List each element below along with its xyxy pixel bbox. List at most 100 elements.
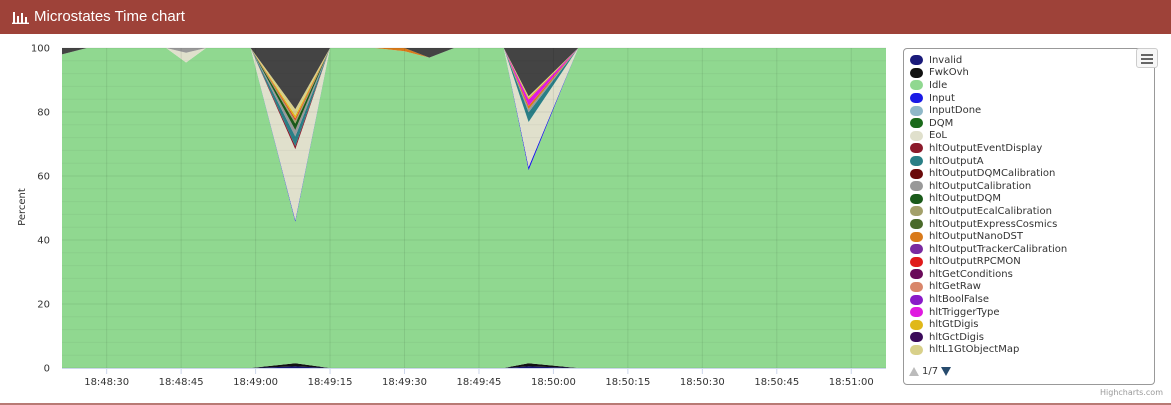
x-tick-label: 18:48:45 [159, 377, 204, 388]
legend-symbol [910, 320, 923, 330]
legend-item-label: hltTriggerType [929, 307, 1000, 318]
legend-item[interactable]: hltOutputA [910, 155, 1130, 168]
legend-item-label: hltOutputRPCMON [929, 256, 1021, 267]
legend-item[interactable]: hltGctDigis [910, 331, 1130, 344]
legend-item[interactable]: Invalid [910, 54, 1130, 67]
legend-item[interactable]: hltOutputDQMCalibration [910, 167, 1130, 180]
legend-item-label: EoL [929, 130, 947, 141]
legend-item[interactable]: hltOutputEcalCalibration [910, 205, 1130, 218]
hamburger-menu-icon[interactable] [1136, 48, 1158, 68]
legend-item[interactable]: EoL [910, 130, 1130, 143]
legend-symbol [910, 282, 923, 292]
legend-item[interactable]: InputDone [910, 104, 1130, 117]
legend-item[interactable]: DQM [910, 117, 1130, 130]
y-axis-label: Percent [17, 188, 28, 226]
y-tick-label: 0 [44, 364, 50, 375]
legend-item[interactable]: hltOutputCalibration [910, 180, 1130, 193]
legend-item-label: Invalid [929, 55, 962, 66]
legend-symbol [910, 106, 923, 116]
legend-item-label: hltOutputDQMCalibration [929, 168, 1055, 179]
legend-item-label: hltGtDigis [929, 319, 979, 330]
x-tick-label: 18:50:30 [680, 377, 725, 388]
legend-item[interactable]: Idle [910, 79, 1130, 92]
area-series-2 [62, 48, 886, 368]
legend-item-label: hltOutputDQM [929, 193, 1001, 204]
legend-item-label: hltOutputEventDisplay [929, 143, 1042, 154]
x-tick-label: 18:48:30 [84, 377, 129, 388]
legend-next-page-icon[interactable] [941, 367, 951, 376]
legend-item[interactable]: hltOutputRPCMON [910, 256, 1130, 269]
legend-symbol [910, 169, 923, 179]
x-tick-label: 18:49:45 [457, 377, 502, 388]
legend-item-label: Idle [929, 80, 947, 91]
legend-symbol [910, 143, 923, 153]
x-tick-label: 18:49:00 [233, 377, 278, 388]
legend-item-label: hltOutputExpressCosmics [929, 219, 1057, 230]
legend-symbol [910, 219, 923, 229]
legend-item[interactable]: Input [910, 92, 1130, 105]
x-tick-label: 18:51:00 [829, 377, 874, 388]
legend-item-label: FwkOvh [929, 67, 969, 78]
legend-symbol [910, 295, 923, 305]
legend-item[interactable]: hltOutputEventDisplay [910, 142, 1130, 155]
legend-pager: 1/7 [909, 366, 951, 377]
legend-item-label: hltGetRaw [929, 281, 981, 292]
legend-item[interactable]: hltOutputDQM [910, 193, 1130, 206]
y-tick-label: 20 [37, 300, 50, 311]
chart-area: 0 20 40 60 80 100 18:48:30 18:48:45 18:49:00 18:… [0, 0, 900, 405]
y-tick-label: 40 [37, 236, 50, 247]
legend-symbol [910, 93, 923, 103]
legend-symbol [910, 118, 923, 128]
legend-symbol [910, 80, 923, 90]
legend-symbol [910, 156, 923, 166]
y-tick-label: 100 [31, 44, 50, 55]
credits-link[interactable]: Highcharts.com [1100, 388, 1163, 397]
legend-item[interactable]: hltOutputNanoDST [910, 230, 1130, 243]
legend-item[interactable]: hltL1GtObjectMap [910, 344, 1130, 357]
legend-items: Invalid FwkOvh Idle Input InputDone DQM EoL hlt… [910, 54, 1130, 360]
y-tick-label: 80 [37, 108, 50, 119]
y-tick-label: 60 [37, 172, 50, 183]
legend-page-label: 1/7 [922, 366, 938, 377]
legend-item-label: hltL1GtObjectMap [929, 344, 1019, 355]
x-tick-label: 18:50:00 [531, 377, 576, 388]
legend-item-label: hltOutputA [929, 156, 984, 167]
legend-item[interactable]: hltOutputTrackerCalibration [910, 243, 1130, 256]
legend-item[interactable]: hltGetRaw [910, 281, 1130, 294]
legend-item-label: hltOutputNanoDST [929, 231, 1023, 242]
legend-item[interactable]: hltGetConditions [910, 268, 1130, 281]
legend-item[interactable]: hltOutputExpressCosmics [910, 218, 1130, 231]
legend-symbol [910, 55, 923, 65]
legend-symbol [910, 68, 923, 78]
x-tick-label: 18:50:45 [754, 377, 799, 388]
legend-item[interactable]: hltGtDigis [910, 318, 1130, 331]
legend-symbol [910, 131, 923, 141]
legend-symbol [910, 345, 923, 355]
legend-symbol [910, 244, 923, 254]
legend-symbol [910, 206, 923, 216]
legend-item-label: hltGetConditions [929, 269, 1013, 280]
legend-item-label: hltGctDigis [929, 332, 984, 343]
x-tick-label: 18:49:30 [382, 377, 427, 388]
legend-item-label: hltOutputTrackerCalibration [929, 244, 1067, 255]
x-tick-label: 18:49:15 [308, 377, 353, 388]
legend-symbol [910, 269, 923, 279]
legend-symbol [910, 181, 923, 191]
legend-item-label: hltOutputEcalCalibration [929, 206, 1052, 217]
legend-symbol [910, 332, 923, 342]
legend-symbol [910, 194, 923, 204]
legend-symbol [910, 257, 923, 267]
legend-item[interactable]: FwkOvh [910, 67, 1130, 80]
legend-item-label: InputDone [929, 105, 981, 116]
legend-item[interactable]: hltBoolFalse [910, 293, 1130, 306]
x-tick-label: 18:50:15 [605, 377, 650, 388]
legend-item-label: hltOutputCalibration [929, 181, 1031, 192]
legend-symbol [910, 307, 923, 317]
legend-item[interactable]: hltTriggerType [910, 306, 1130, 319]
legend-item-label: DQM [929, 118, 953, 129]
legend-prev-page-icon[interactable] [909, 367, 919, 376]
legend: Invalid FwkOvh Idle Input InputDone DQM EoL hlt… [903, 48, 1155, 385]
legend-item-label: Input [929, 93, 955, 104]
legend-item-label: hltBoolFalse [929, 294, 989, 305]
legend-symbol [910, 232, 923, 242]
